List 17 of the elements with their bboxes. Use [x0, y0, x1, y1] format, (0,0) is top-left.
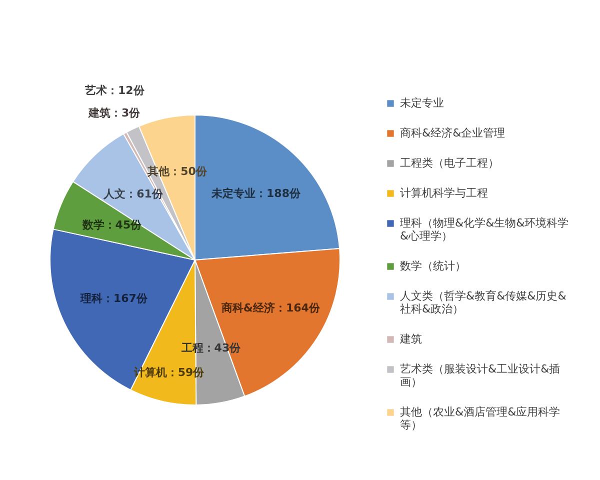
- legend-label: 建筑: [399, 332, 422, 346]
- data-label: 人文：61份: [102, 188, 164, 201]
- legend-label: 计算机科学与工程: [400, 186, 488, 200]
- legend-label: 工程类（电子工程）: [400, 156, 499, 170]
- legend-label: 未定专业: [400, 96, 444, 110]
- data-label: 商科&经济：164份: [220, 302, 321, 315]
- legend-label: 理科（物理&化学&生物&环境科学&心理学）: [400, 216, 569, 242]
- data-label: 建筑：3份: [88, 106, 142, 120]
- legend-label: 艺术类（服装设计&工业设计&插画）: [400, 362, 560, 388]
- data-label: 数学：45份: [81, 218, 143, 232]
- data-label: 艺术：12份: [84, 84, 146, 98]
- legend-label: 其他（农业&酒店管理&应用科学等）: [400, 406, 560, 432]
- data-label: 未定专业：188份: [210, 186, 302, 200]
- legend-label: 商科&经济&企业管理: [400, 126, 506, 140]
- legend-label: 人文类（哲学&教育&传媒&历史&社科&政治）: [400, 290, 567, 316]
- legend-label: 数学（统计）: [400, 260, 466, 272]
- data-label: 理科：167份: [79, 292, 148, 305]
